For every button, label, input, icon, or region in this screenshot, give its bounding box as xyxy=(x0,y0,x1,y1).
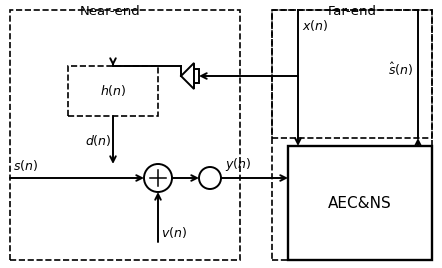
Bar xyxy=(288,146,432,260)
Text: $x(n)$: $x(n)$ xyxy=(302,18,328,33)
Text: AEC&NS: AEC&NS xyxy=(328,195,392,210)
Text: $d(n)$: $d(n)$ xyxy=(85,132,111,147)
Text: $h(n)$: $h(n)$ xyxy=(100,84,126,99)
Text: $v(n)$: $v(n)$ xyxy=(161,225,187,240)
Bar xyxy=(272,10,432,260)
Text: Far-end: Far-end xyxy=(328,5,377,18)
Text: $\hat{s}(n)$: $\hat{s}(n)$ xyxy=(388,61,413,77)
Text: $s(n)$: $s(n)$ xyxy=(13,158,38,173)
Bar xyxy=(68,66,158,116)
Bar xyxy=(10,10,240,260)
Polygon shape xyxy=(181,63,194,89)
Text: $y(n)$: $y(n)$ xyxy=(225,156,251,173)
Polygon shape xyxy=(194,69,199,83)
Bar xyxy=(272,10,432,138)
Text: Near-end: Near-end xyxy=(80,5,141,18)
